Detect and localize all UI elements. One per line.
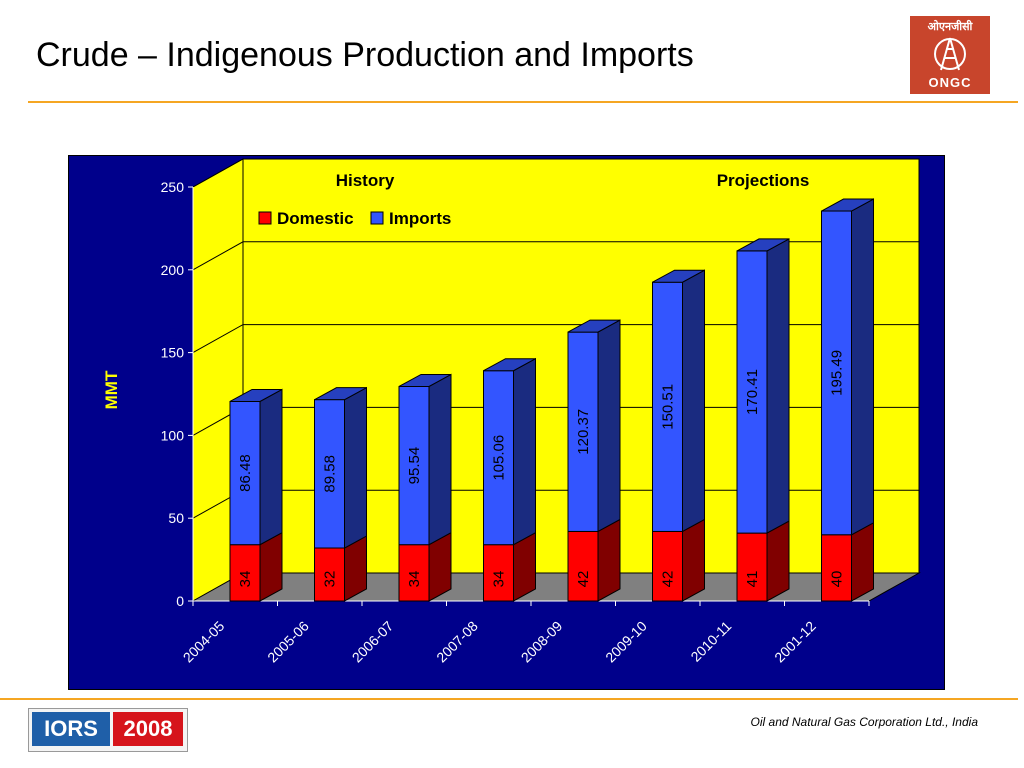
bar-side-domestic <box>682 518 705 602</box>
bar-top-imports <box>652 269 705 283</box>
data-label-imports: 86.48 <box>237 454 254 492</box>
bar-front-domestic <box>736 532 768 602</box>
bar-front-imports <box>398 385 430 546</box>
plot-floor <box>191 572 921 602</box>
x-tick-label: 2001-12 <box>771 618 819 666</box>
bar-front-imports <box>483 370 514 546</box>
iors-logo-text: IORS <box>32 712 110 746</box>
bar-side-imports <box>344 386 367 549</box>
iors-logo-year: 2008 <box>113 712 183 746</box>
y-tick-label: 150 <box>161 345 185 361</box>
bar-side-imports <box>513 357 536 546</box>
legend-swatch-domestic <box>258 211 272 225</box>
ongc-logo-hindi-text: ओएनजीसी <box>927 21 973 33</box>
data-label-domestic: 40 <box>829 571 846 588</box>
stacked-bar-chart: 0 50 100 150 200 250 MMT 34 86.48 2004-05 32 89.58 2… <box>102 158 921 666</box>
x-tick-label: 2007-08 <box>433 618 481 666</box>
legend-swatch-imports <box>370 211 384 225</box>
bar-side-imports <box>428 373 452 546</box>
slide-title: Crude – Indigenous Production and Import… <box>36 36 694 74</box>
chart-panel: 0 50 100 150 200 250 MMT 34 86.48 2004-05 32 89.58 2… <box>68 155 945 690</box>
y-tick-label: 250 <box>161 179 185 195</box>
data-label-imports: 120.37 <box>575 409 592 455</box>
iors-2008-logo: IORS 2008 <box>28 708 188 752</box>
x-tick-label: 2010-11 <box>687 618 734 665</box>
bar-front-imports <box>652 281 683 532</box>
title-divider <box>28 101 1018 103</box>
data-label-domestic: 34 <box>237 571 254 588</box>
data-label-domestic: 42 <box>575 571 592 588</box>
bar-top-imports <box>229 388 283 402</box>
y-tick-label: 0 <box>176 593 184 609</box>
data-label-imports: 195.49 <box>829 350 846 396</box>
data-label-imports: 170.41 <box>744 369 761 415</box>
y-axis-label: MMT <box>102 370 121 409</box>
data-label-domestic: 34 <box>491 571 508 588</box>
data-label-domestic: 34 <box>406 571 423 588</box>
gridline <box>192 158 919 188</box>
bar-front-imports <box>821 210 852 536</box>
bar-top-imports <box>567 319 621 333</box>
bar-front-domestic <box>652 530 683 602</box>
data-label-domestic: 32 <box>322 571 339 588</box>
legend-label-imports: Imports <box>389 209 451 228</box>
data-label-imports: 105.06 <box>491 435 508 481</box>
bar-top-imports <box>821 198 874 212</box>
bar-side-domestic <box>597 518 621 602</box>
bar-top-imports <box>314 387 367 401</box>
x-tick-label: 2004-05 <box>180 618 228 666</box>
bar-front-domestic <box>229 544 261 602</box>
annotation-history: History <box>336 171 395 190</box>
bar-side-domestic <box>851 521 874 602</box>
bar-top-imports <box>736 238 790 252</box>
bar-side-imports <box>851 198 874 536</box>
data-label-domestic: 41 <box>744 571 761 588</box>
y-tick-label: 100 <box>161 427 185 443</box>
ongc-logo-text: ONGC <box>928 75 972 90</box>
oil-derrick-icon <box>934 37 966 71</box>
x-tick-label: 2008-09 <box>518 618 566 666</box>
data-label-imports: 150.51 <box>660 384 677 430</box>
bar-front-domestic <box>821 534 852 602</box>
bar-front-imports <box>736 250 768 534</box>
legend-label-domestic: Domestic <box>277 209 354 228</box>
x-tick-label: 2005-06 <box>264 618 312 666</box>
y-tick-label: 50 <box>168 510 184 526</box>
data-label-imports: 89.58 <box>322 455 339 493</box>
x-tick-label: 2006-07 <box>349 618 397 666</box>
bar-front-domestic <box>314 547 345 602</box>
bar-side-imports <box>766 238 790 534</box>
annotation-projections: Projections <box>717 171 810 190</box>
footer-divider <box>0 698 1018 700</box>
bar-side-imports <box>259 388 283 546</box>
data-label-imports: 95.54 <box>406 447 423 485</box>
bar-side-imports <box>597 319 621 533</box>
bar-top-imports <box>398 373 452 387</box>
data-label-domestic: 42 <box>660 571 677 588</box>
bar-side-imports <box>682 269 705 533</box>
y-tick-label: 200 <box>161 262 185 278</box>
bar-front-imports <box>567 331 599 532</box>
gridline <box>192 241 919 271</box>
bar-top-imports <box>483 358 536 372</box>
bar-front-domestic <box>398 544 430 602</box>
bar-front-domestic <box>567 530 599 602</box>
ongc-logo: ओएनजीसी ONGC <box>910 16 990 94</box>
x-tick-label: 2009-10 <box>602 618 650 666</box>
bar-side-domestic <box>766 520 790 602</box>
footer-organization: Oil and Natural Gas Corporation Ltd., In… <box>750 715 978 729</box>
